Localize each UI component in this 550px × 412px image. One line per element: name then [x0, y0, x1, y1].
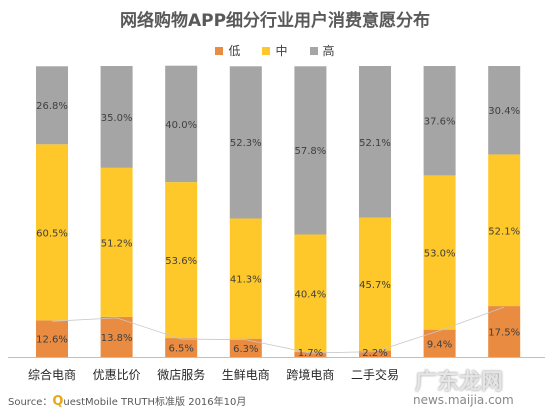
- data-label-low-6: 9.4%: [427, 339, 452, 350]
- x-tick-label-5: 二手交易: [351, 367, 399, 382]
- bar-segment-1-0: [100, 316, 133, 357]
- bar-segment-2-1: [165, 182, 198, 339]
- x-tick-label-1: 优惠比价: [93, 368, 141, 382]
- low-series-connector: [51, 306, 505, 354]
- data-label-low-4: 1.7%: [298, 348, 323, 359]
- legend-item-0: 低: [215, 42, 240, 59]
- data-label-low-7: 17.5%: [488, 328, 520, 339]
- bar-segment-5-1: [359, 217, 391, 351]
- data-label-high-1: 35.0%: [101, 113, 133, 124]
- bar-segment-4-1: [294, 234, 327, 353]
- data-label-mid-6: 53.0%: [424, 249, 456, 260]
- legend-label-0: 低: [228, 44, 241, 58]
- legend-label-2: 高: [322, 44, 335, 58]
- data-label-mid-0: 60.5%: [36, 228, 68, 239]
- source-text: uestMobile TRUTH标准版 2016年10月: [63, 397, 247, 408]
- data-label-low-5: 2.2%: [362, 348, 387, 359]
- bar-segment-3-1: [229, 218, 262, 339]
- bar-segment-6-1: [423, 175, 456, 330]
- data-label-mid-5: 45.7%: [359, 280, 391, 291]
- source-prefix: Source：: [8, 397, 53, 408]
- legend-swatch-2: [309, 46, 318, 55]
- bar-segment-4-0: [294, 352, 327, 357]
- legend-swatch-1: [262, 46, 271, 55]
- legend-swatch-0: [215, 46, 224, 55]
- data-label-low-0: 12.6%: [36, 335, 68, 346]
- legend-item-1: 中: [262, 42, 288, 59]
- data-label-low-2: 6.5%: [168, 344, 193, 355]
- bar-segment-5-2: [359, 66, 391, 218]
- watermark-logo-text: 广东龙网: [415, 370, 504, 395]
- data-label-mid-4: 40.4%: [295, 289, 327, 300]
- data-label-high-5: 52.1%: [359, 138, 391, 149]
- bar-segment-1-1: [100, 167, 133, 317]
- bar-segment-4-2: [294, 66, 327, 235]
- data-label-low-1: 13.8%: [101, 333, 133, 344]
- data-label-high-3: 52.3%: [230, 138, 262, 149]
- data-label-high-0: 26.8%: [36, 101, 68, 112]
- legend-item-2: 高: [309, 42, 335, 59]
- data-label-low-3: 6.3%: [233, 344, 258, 355]
- source-note: Source：QuestMobile TRUTH标准版 2016年10月: [8, 393, 246, 409]
- data-label-mid-3: 41.3%: [230, 275, 262, 286]
- legend: 低中高: [0, 42, 550, 59]
- bar-segment-3-2: [229, 66, 262, 219]
- chart-plot: 12.6% 60.5% 26.8% 13.8% 51.2% 35.0% 6.5% 53.6% 4…: [8, 65, 545, 382]
- bar-segment-5-0: [359, 350, 391, 357]
- bar-segment-0-1: [36, 144, 68, 321]
- bar-segment-0-2: [36, 66, 68, 145]
- watermark: 广东龙网 news.maijia.com: [355, 364, 545, 410]
- data-label-high-4: 57.8%: [295, 146, 327, 157]
- data-label-mid-7: 52.1%: [488, 226, 520, 237]
- x-tick-label-0: 综合电商: [28, 367, 76, 382]
- bar-segment-0-0: [36, 320, 68, 357]
- bar-segment-7-1: [488, 154, 521, 307]
- data-label-mid-2: 53.6%: [165, 256, 197, 267]
- bar-segment-1-2: [100, 66, 133, 168]
- source-logo-letter: Q: [52, 394, 64, 409]
- x-tick-label-2: 微店服务: [157, 367, 205, 382]
- bar-segment-2-0: [165, 338, 198, 357]
- watermark-url: news.maijia.com: [413, 393, 514, 407]
- x-tick-label-4: 跨境电商: [286, 367, 334, 382]
- data-label-high-2: 40.0%: [165, 120, 197, 131]
- bar-segment-6-2: [423, 66, 456, 176]
- data-label-mid-1: 51.2%: [101, 238, 133, 249]
- legend-label-1: 中: [275, 44, 288, 58]
- data-label-high-7: 30.4%: [488, 106, 520, 117]
- bar-segment-7-0: [488, 306, 521, 357]
- bar-segment-3-0: [229, 338, 262, 357]
- x-tick-label-3: 生鲜电商: [222, 367, 270, 382]
- bar-segment-2-2: [165, 65, 198, 183]
- data-label-high-6: 37.6%: [424, 117, 456, 128]
- chart-title: 网络购物APP细分行业用户消费意愿分布: [119, 11, 431, 31]
- bar-segment-7-2: [488, 66, 521, 155]
